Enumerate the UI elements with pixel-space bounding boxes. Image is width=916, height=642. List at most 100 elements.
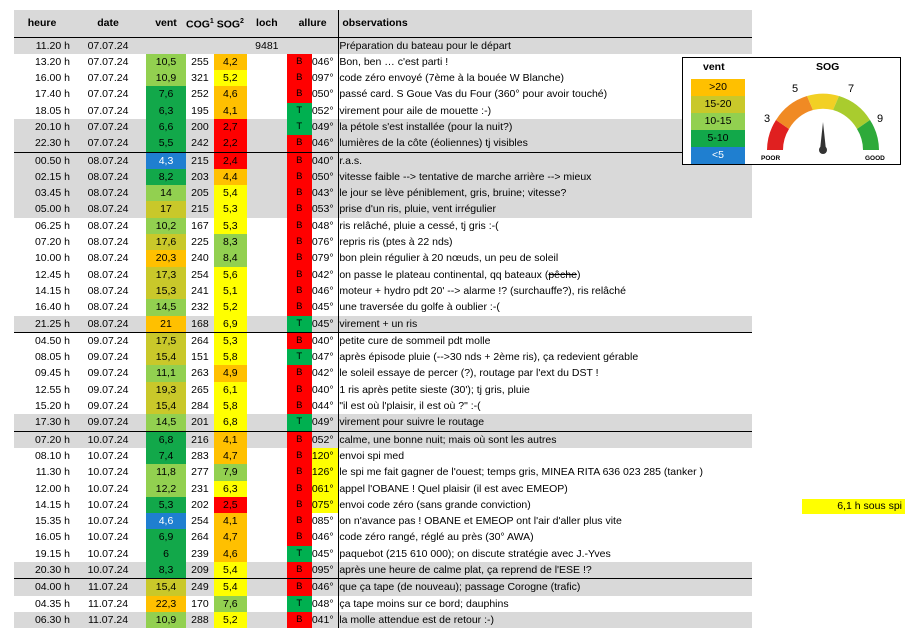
cell-obs: appel l'OBANE ! Quel plaisir (il est ave… (338, 480, 752, 497)
cell-obs: on passe le plateau continental, qq bate… (338, 266, 752, 283)
cell-sog: 4,1 (213, 513, 247, 530)
cell-sog: 4,7 (213, 447, 247, 465)
cell-date: 09.07.24 (87, 367, 129, 380)
cell-cog: 242 (186, 135, 214, 153)
cell-heure: 19.15 h (34, 547, 70, 560)
gauge-segment-red (767, 120, 789, 150)
cell-loch (247, 398, 287, 414)
cell-allure: T (286, 349, 312, 366)
cell-loch (246, 168, 287, 186)
cell-date: 08.07.24 (87, 252, 129, 265)
cell-deg: 046° (311, 284, 334, 297)
cell-date: 08.07.24 (87, 268, 129, 281)
cell-allure: B (286, 611, 312, 629)
cell-allure: T (286, 118, 312, 136)
cell-deg: 095° (311, 562, 339, 579)
cell-cog: 255 (191, 55, 209, 68)
cell-date: 09.07.24 (87, 383, 129, 396)
cell-heure: 13.20 h (34, 55, 70, 68)
cell-deg: 045° (311, 301, 334, 314)
cell-vent: 6 (146, 545, 186, 562)
cell-cog: 170 (191, 597, 209, 610)
cell-sog: 5,1 (213, 282, 247, 300)
cell-date: 11.07.24 (70, 578, 146, 596)
cell-cog: 321 (191, 72, 209, 85)
log-row: 11.30 h 10.07.24 11,8 277 7,9 B 126° le spi me … (14, 464, 752, 481)
cell-allure: B (286, 464, 312, 481)
cell-allure: B (286, 562, 312, 579)
cell-date: 08.07.24 (70, 185, 146, 202)
cell-heure: 11.30 h (35, 466, 70, 479)
cell-sog: 5,4 (213, 578, 247, 596)
cell-obs: paquebot (215 610 000); on discute strat… (338, 545, 752, 562)
spi-duration-note: 6,1 h sous spi (802, 499, 905, 514)
cell-cog: 241 (191, 284, 209, 297)
cell-loch (246, 611, 287, 629)
log-row: 11.20 h 07.07.24 9481 Préparation du bateau… (14, 37, 752, 54)
cell-heure: 03.45 h (14, 185, 70, 202)
cell-loch (247, 497, 287, 513)
cell-sog: 5,2 (213, 70, 247, 87)
cell-heure: 04.00 h (14, 578, 70, 596)
cell-cog: 216 (186, 430, 214, 448)
cell-heure: 12.55 h (34, 383, 70, 396)
cell-allure: B (286, 234, 312, 251)
log-row: 04.00 h 11.07.24 15,4 249 5,4 B 046° que ça tap… (14, 578, 752, 596)
log-row: 21.25 h 08.07.24 21 168 6,9 T 045° virement + u… (14, 315, 752, 333)
log-row: 12.45 h 08.07.24 17,3 254 5,6 B 042° on passe l… (14, 266, 752, 283)
log-row: 06.25 h 08.07.24 10,2 167 5,3 B 048° ris relâch… (14, 217, 752, 235)
cell-loch (247, 382, 287, 398)
cell-obs: code zéro envoyé (7ème à la bouée W Blan… (338, 70, 752, 87)
cell-loch (246, 430, 287, 448)
cell-loch: 9481 (246, 37, 287, 54)
cell-deg: 048° (311, 597, 334, 610)
cell-sog: 4,6 (213, 545, 247, 562)
cell-obs: moteur + hydro pdt 20' --> alarme !? (su… (338, 282, 752, 300)
cell-date: 07.07.24 (87, 88, 129, 101)
cell-heure: 00.50 h (14, 151, 70, 169)
header-heure: heure (14, 10, 70, 38)
cell-obs: passé card. S Goue Vas du Four (360° pou… (338, 86, 752, 103)
cell-date: 08.07.24 (87, 236, 129, 249)
cell-allure: B (286, 135, 312, 153)
cell-vent: 15,4 (146, 578, 186, 596)
gauge-tick-5: 5 (792, 83, 798, 95)
cell-loch (247, 250, 287, 266)
cell-heure: 07.20 h (14, 430, 70, 448)
cell-vent: 20,3 (146, 250, 186, 267)
cell-vent: 14 (146, 185, 186, 202)
cell-vent: 4,3 (146, 151, 186, 169)
cell-deg: 045° (311, 547, 334, 560)
cell-heure: 15.20 h (34, 400, 70, 413)
cell-loch (247, 546, 287, 562)
cell-sog: 5,3 (213, 217, 247, 235)
cell-allure: B (286, 151, 312, 169)
cell-date: 10.07.24 (87, 466, 129, 479)
cell-loch (247, 283, 287, 299)
cell-heure: 11.20 h (14, 37, 70, 54)
log-row: 07.20 h 10.07.24 6,8 216 4,1 B 052° calme, une … (14, 430, 752, 448)
cell-allure: B (286, 496, 312, 514)
cell-heure: 10.00 h (34, 252, 70, 265)
cell-date: 10.07.24 (70, 430, 146, 448)
cell-cog (186, 37, 214, 54)
cell-vent: 19,3 (146, 381, 186, 399)
cell-loch (247, 86, 287, 102)
cell-sog: 2,2 (213, 135, 247, 153)
cell-loch (246, 331, 287, 350)
cell-vent: 6,8 (146, 430, 186, 448)
cell-cog: 167 (191, 219, 209, 232)
cell-allure: T (286, 595, 312, 612)
cell-cog: 240 (191, 252, 209, 265)
cell-date: 10.07.24 (87, 449, 129, 462)
cell-heure: 14.15 h (34, 498, 70, 511)
cell-date: 07.07.24 (87, 104, 129, 117)
header-loch: loch (246, 10, 287, 38)
cell-obs: Préparation du bateau pour le départ (338, 37, 752, 54)
cell-deg: 076° (311, 236, 334, 249)
cell-heure: 07.20 h (34, 236, 70, 249)
cell-date: 10.07.24 (87, 547, 129, 560)
cell-date: 09.07.24 (87, 400, 129, 413)
cell-date: 07.07.24 (70, 135, 146, 153)
cell-loch (247, 349, 287, 365)
